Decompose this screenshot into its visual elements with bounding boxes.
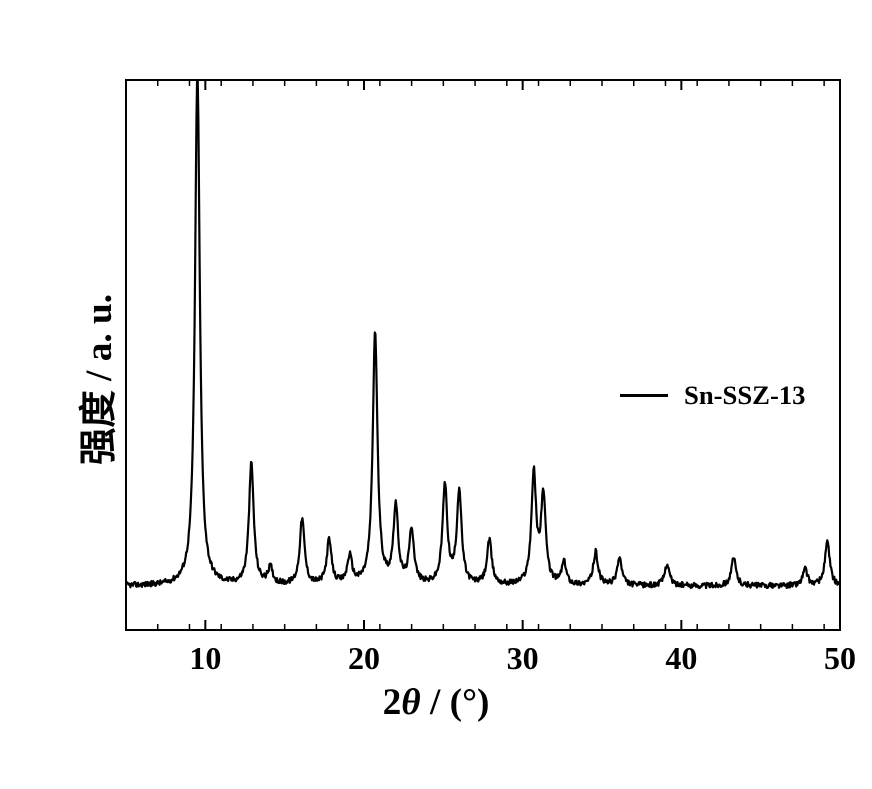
x-tick-label: 30 [507,640,539,677]
chart-container: 强度 / a. u. 2θ / (°) 10 20 30 40 50 Sn-SSZ-13 [0,0,872,784]
xrd-trace [126,80,840,588]
legend: Sn-SSZ-13 [620,380,806,411]
legend-text: Sn-SSZ-13 [684,380,806,411]
x-tick-label: 20 [348,640,380,677]
y-axis-label: 强度 / a. u. [68,294,122,465]
y-axis-label-text: 强度 / a. u. [79,294,120,465]
legend-line-sample [620,394,668,397]
x-tick-label: 40 [665,640,697,677]
x-tick-label: 50 [824,640,856,677]
x-tick-label: 10 [189,640,221,677]
x-axis-label: 2θ / (°) [0,681,872,724]
